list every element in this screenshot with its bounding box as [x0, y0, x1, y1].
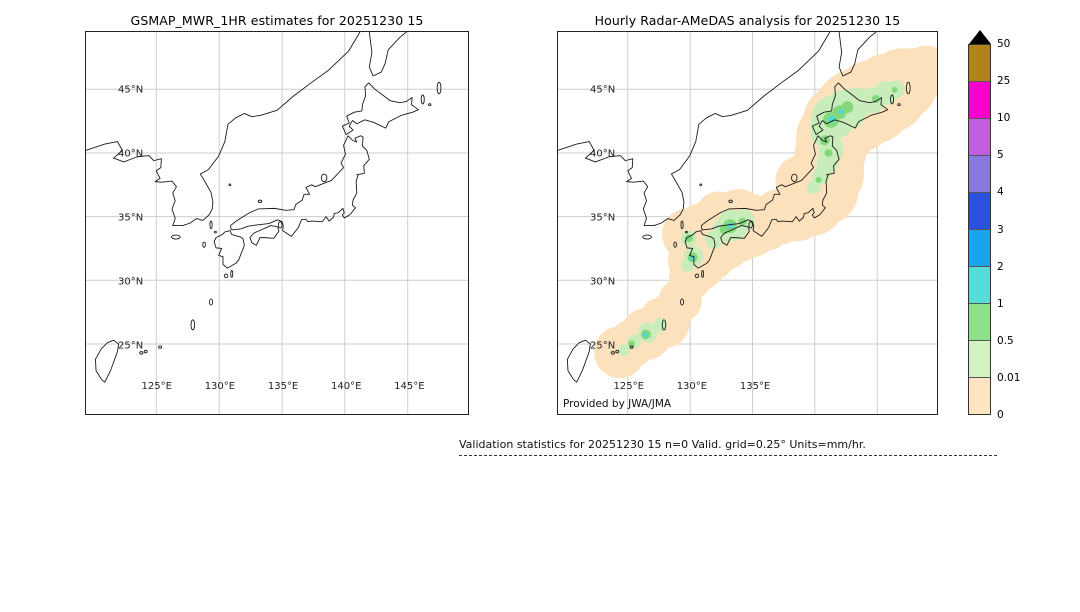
colorbar-bar [968, 44, 991, 415]
colorbar-segment [969, 303, 990, 340]
colorbar-segment [969, 266, 990, 303]
coastline-layer [558, 32, 911, 383]
colorbar-tick-label: 0 [997, 409, 1004, 421]
colorbar-segment [969, 377, 990, 414]
colorbar: 50 25 10 5 4 3 2 1 0.5 0.01 0 [968, 30, 1020, 421]
radar-map-panel: Provided by JWA/JMA 45°N 40°N 35°N 30°N 25°N… [557, 31, 938, 415]
gsmap-title: GSMAP_MWR_1HR estimates for 20251230 15 [130, 13, 424, 28]
colorbar-segment [969, 192, 990, 229]
colorbar-tick-label: 3 [997, 223, 1004, 236]
colorbar-segment [969, 81, 990, 118]
colorbar-segment [969, 45, 990, 81]
colorbar-tick-label: 0.5 [997, 334, 1014, 347]
colorbar-tick-label: 50 [997, 38, 1011, 50]
colorbar-segment [969, 229, 990, 266]
colorbar-segment [969, 118, 990, 155]
colorbar-segment [969, 155, 990, 192]
precipitation-layer [594, 45, 937, 379]
colorbar-tick-label: 0.01 [997, 371, 1021, 384]
colorbar-overflow-triangle [968, 30, 991, 44]
radar-title: Hourly Radar-AMeDAS analysis for 2025123… [594, 13, 901, 28]
colorbar-tick-label: 4 [997, 186, 1004, 199]
colorbar-tick-label: 5 [997, 149, 1004, 162]
colorbar-tick-label: 10 [997, 112, 1011, 125]
coastline-layer [86, 32, 442, 383]
grid-layer [86, 32, 468, 414]
colorbar-tick-label: 2 [997, 260, 1004, 273]
radar-map-svg [558, 32, 937, 414]
gsmap-map-panel: 45°N 40°N 35°N 30°N 25°N 125°E 130°E 135°E 140°E… [85, 31, 469, 415]
colorbar-tick-label: 25 [997, 75, 1011, 88]
gsmap-map-svg [86, 32, 468, 414]
data-provider-credit: Provided by JWA/JMA [563, 398, 672, 410]
validation-stats-note: Validation statistics for 20251230 15 n=… [459, 438, 997, 456]
colorbar-tick-label: 1 [997, 297, 1004, 310]
colorbar-segment [969, 340, 990, 377]
